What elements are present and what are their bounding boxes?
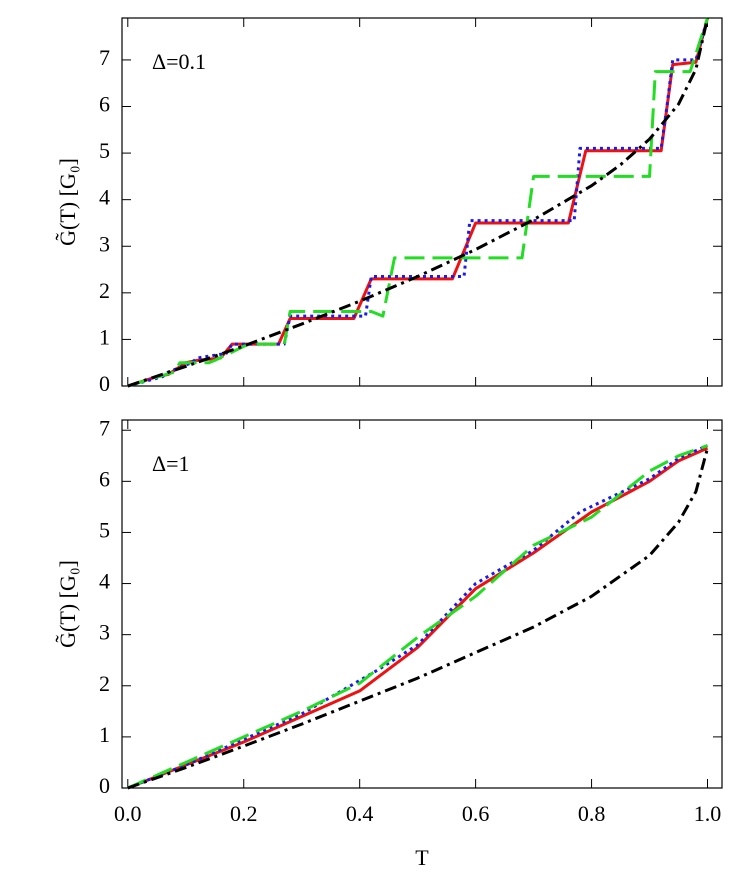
y-tick-label: 0 (99, 371, 110, 396)
x-tick-label: 0.6 (462, 801, 490, 826)
y-tick-label: 5 (99, 138, 110, 163)
y-tick-label: 7 (99, 415, 110, 440)
y-tick-label: 4 (99, 569, 110, 594)
y-tick-label: 3 (99, 231, 110, 256)
series-line (127, 444, 709, 790)
y-tick-label: 3 (99, 620, 110, 645)
x-tick-label: 0.8 (578, 801, 606, 826)
y-tick-label: 2 (99, 671, 110, 696)
y-tick-label: 5 (99, 517, 110, 542)
series-line (127, 17, 709, 388)
series-line (127, 17, 709, 388)
y-tick-label: 1 (99, 722, 110, 747)
y-tick-label: 1 (99, 324, 110, 349)
x-tick-label: 0.2 (230, 801, 258, 826)
x-axis-label: T (415, 845, 429, 870)
series-line (127, 446, 709, 790)
series-line (127, 17, 709, 388)
series-line (127, 17, 709, 388)
x-tick-label: 0.0 (114, 801, 142, 826)
y-axis-label: G̃(T) [G₀] (55, 560, 80, 648)
y-tick-label: 6 (99, 92, 110, 117)
series-line (127, 447, 709, 790)
x-tick-label: 0.4 (346, 801, 374, 826)
y-tick-label: 4 (99, 185, 110, 210)
y-tick-label: 7 (99, 45, 110, 70)
y-tick-label: 6 (99, 466, 110, 491)
plot-frame (121, 17, 723, 387)
y-axis-label: G̃(T) [G₀] (55, 158, 80, 246)
x-tick-label: 1.0 (694, 801, 722, 826)
annotation: Δ=1 (152, 451, 190, 476)
y-tick-label: 0 (99, 773, 110, 798)
plot-frame (121, 419, 723, 789)
y-tick-label: 2 (99, 278, 110, 303)
annotation: Δ=0.1 (152, 49, 206, 74)
series-line (127, 444, 709, 790)
